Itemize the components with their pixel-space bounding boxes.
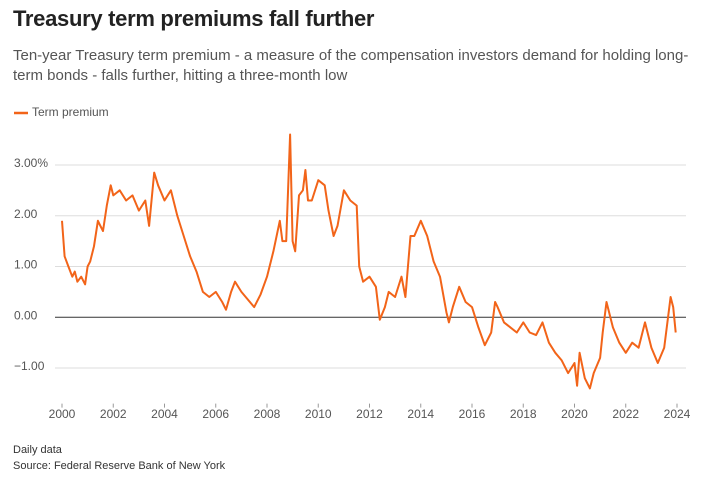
- x-tick-label: 2002: [100, 407, 127, 421]
- x-tick-label: 2016: [459, 407, 486, 421]
- x-tick-label: 2022: [612, 407, 639, 421]
- y-tick-label: 0.00: [14, 308, 38, 322]
- y-tick-label: 3.00%: [14, 156, 48, 170]
- note: Daily data: [13, 444, 62, 456]
- x-tick-label: 2020: [561, 407, 588, 421]
- x-tick-label: 2014: [407, 407, 434, 421]
- x-tick-label: 2008: [254, 407, 281, 421]
- y-tick-label: −1.00: [14, 359, 45, 373]
- line: [61, 133, 677, 390]
- chart-title: Treasury term premiums fall further: [13, 6, 375, 31]
- chart-subtitle: Ten-year Treasury term premium - a measu…: [13, 47, 689, 84]
- y-tick-label: 2.00: [14, 207, 38, 221]
- x-tick-label: 2006: [202, 407, 229, 421]
- x-tick-label: 2024: [664, 407, 691, 421]
- x-tick-label: 2012: [356, 407, 383, 421]
- legend-label: Term premium: [32, 105, 109, 119]
- x-tick-label: 2018: [510, 407, 537, 421]
- chart: −1.00 0.00 1.00 2.00 3.00% 2000 2002 2004 2006 20…: [14, 105, 691, 421]
- x-tick-label: 2004: [151, 407, 178, 421]
- y-tick-label: 1.00: [14, 258, 38, 272]
- x-tick-label: 2000: [49, 407, 76, 421]
- source: Source: Federal Reserve Bank of New York: [13, 460, 226, 472]
- x-tick-label: 2010: [305, 407, 332, 421]
